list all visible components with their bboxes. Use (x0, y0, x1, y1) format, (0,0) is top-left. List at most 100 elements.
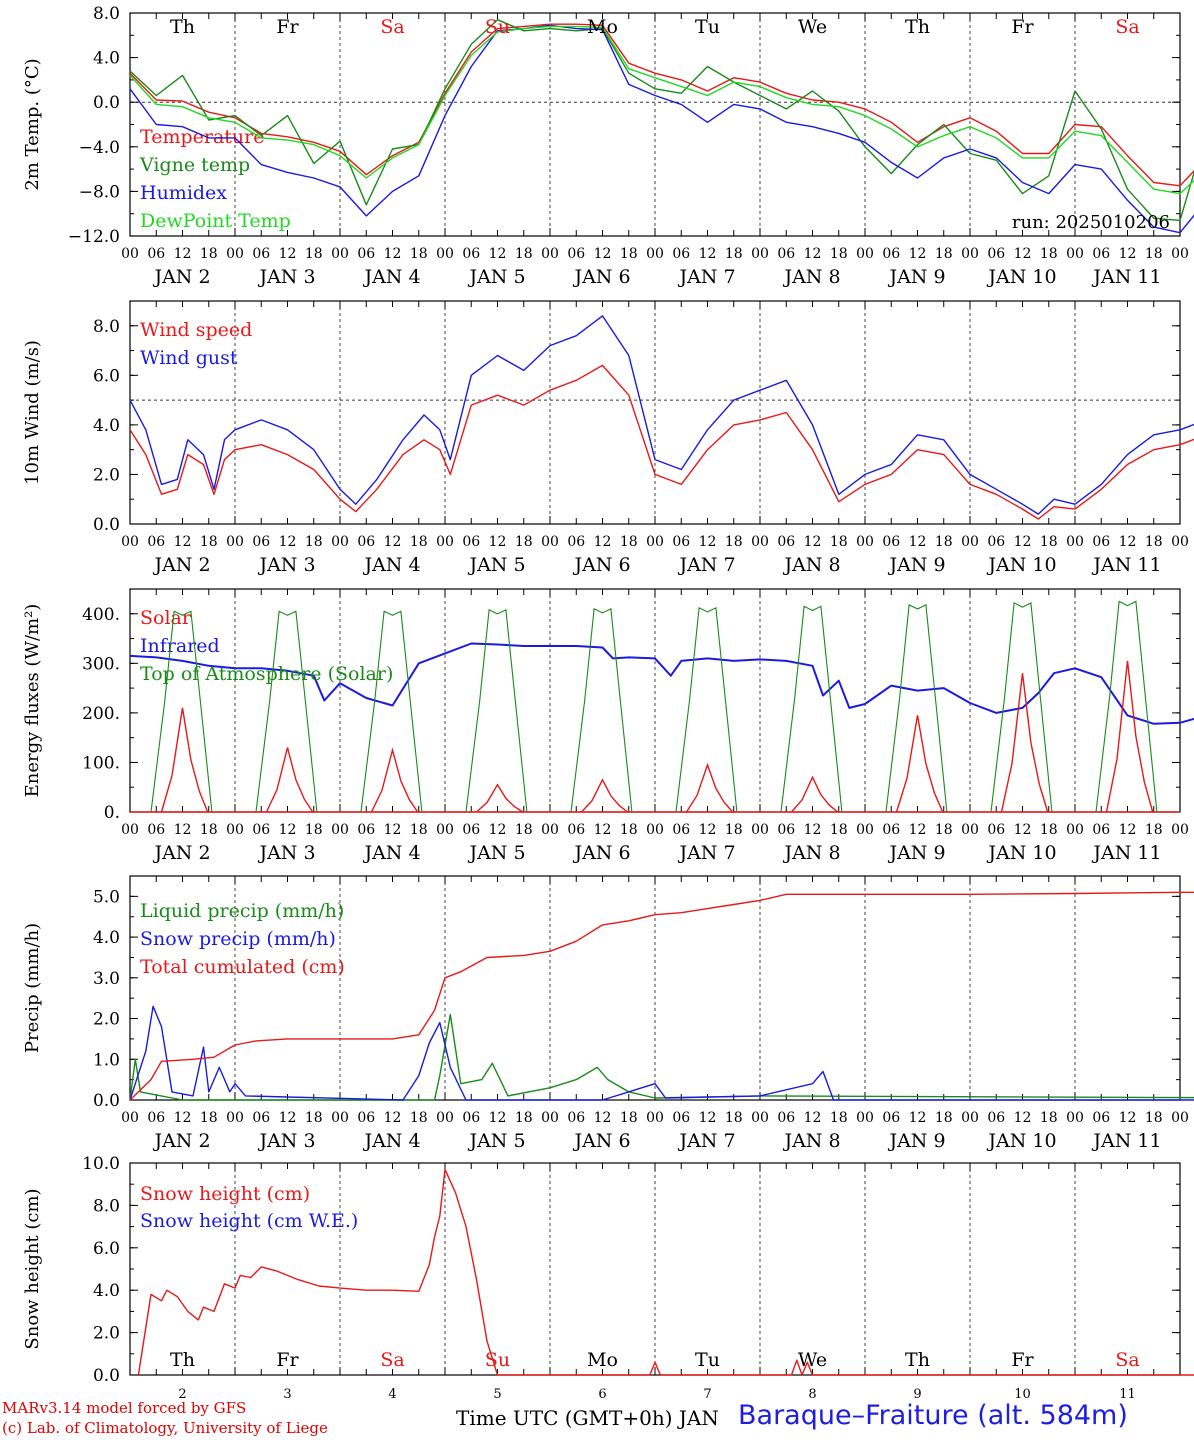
hour-tick-label: 06 (882, 1110, 900, 1126)
hour-tick-label: 06 (672, 534, 690, 550)
y-tick-label: 1.0 (93, 1050, 120, 1070)
hour-tick-label: 12 (699, 534, 717, 550)
date-label: JAN 3 (257, 842, 315, 864)
day-number-label: 3 (283, 1387, 291, 1402)
hour-tick-label: 00 (541, 1110, 559, 1126)
y-tick-label: 0.0 (93, 93, 120, 113)
legend-entry: Temperature (140, 126, 264, 148)
hour-tick-label: 12 (279, 1110, 297, 1126)
hour-tick-label: 06 (252, 1110, 270, 1126)
date-label: JAN 3 (257, 1130, 315, 1152)
legend-entry: Humidex (140, 182, 227, 204)
hour-tick-label: 06 (462, 534, 480, 550)
hour-tick-label: 12 (174, 246, 192, 262)
y-tick-label: 0.0 (93, 1366, 120, 1386)
hour-tick-label: 18 (935, 534, 953, 550)
weekday-label: Sa (1115, 1349, 1139, 1371)
hour-tick-label: 18 (1040, 822, 1058, 838)
weekday-label: Tu (695, 16, 720, 38)
hour-tick-label: 12 (909, 246, 927, 262)
legend-entry: Vigne temp (139, 154, 250, 176)
hour-tick-label: 06 (567, 1110, 585, 1126)
hour-tick-label: 00 (1066, 534, 1084, 550)
hour-tick-label: 12 (1014, 1110, 1032, 1126)
hour-tick-label: 18 (1145, 534, 1163, 550)
hour-tick-label: 06 (567, 246, 585, 262)
hour-tick-label: 18 (725, 246, 743, 262)
hour-tick-label: 18 (410, 822, 428, 838)
date-label: JAN 10 (986, 842, 1056, 864)
date-label: JAN 5 (467, 266, 525, 288)
hour-tick-label: 06 (567, 822, 585, 838)
series-line-wind-gust (129, 315, 1194, 515)
series-line-vigne-temp (129, 19, 1194, 222)
hour-tick-label: 00 (331, 246, 349, 262)
y-axis-label: Energy fluxes (W/m²) (22, 604, 43, 798)
hour-tick-label: 00 (646, 534, 664, 550)
hour-tick-label: 18 (1145, 1110, 1163, 1126)
hour-tick-label: 18 (200, 534, 218, 550)
y-tick-label: 100. (82, 753, 120, 773)
date-label: JAN 8 (782, 842, 840, 864)
hour-tick-label: 00 (121, 1110, 139, 1126)
hour-tick-label: 12 (804, 1110, 822, 1126)
hour-tick-label: 00 (1171, 1110, 1189, 1126)
hour-tick-label: 06 (987, 1110, 1005, 1126)
y-tick-label: 6.0 (93, 366, 120, 386)
y-tick-label: 6.0 (93, 1239, 120, 1259)
hour-tick-label: 12 (384, 246, 402, 262)
series-line-total-cumulated-cm- (129, 891, 1194, 1101)
weekday-label: Th (170, 16, 195, 38)
hour-tick-label: 12 (174, 534, 192, 550)
hour-tick-label: 12 (384, 534, 402, 550)
hour-tick-label: 00 (436, 1110, 454, 1126)
hour-tick-label: 00 (541, 246, 559, 262)
hour-tick-label: 18 (515, 822, 533, 838)
date-label: JAN 4 (362, 266, 420, 288)
date-label: JAN 11 (1091, 266, 1161, 288)
date-label: JAN 4 (362, 1130, 420, 1152)
date-label: JAN 9 (887, 554, 945, 576)
hour-tick-label: 00 (436, 534, 454, 550)
hour-tick-label: 00 (856, 246, 874, 262)
weekday-label: Su (485, 1349, 510, 1371)
hour-tick-label: 06 (1092, 246, 1110, 262)
hour-tick-label: 06 (777, 822, 795, 838)
y-tick-label: 4.0 (93, 928, 120, 948)
hour-tick-label: 18 (935, 822, 953, 838)
weekday-label: Mo (587, 16, 618, 38)
hour-tick-label: 12 (279, 246, 297, 262)
hour-tick-label: 00 (121, 822, 139, 838)
hour-tick-label: 06 (357, 822, 375, 838)
hour-tick-label: 06 (672, 1110, 690, 1126)
hour-tick-label: 06 (357, 246, 375, 262)
y-tick-label: 0.0 (93, 515, 120, 535)
hour-tick-label: 12 (279, 534, 297, 550)
hour-tick-label: 00 (1171, 822, 1189, 838)
date-label: JAN 9 (887, 266, 945, 288)
y-tick-label: 8.0 (93, 4, 120, 24)
legend-entry: Solar (140, 607, 192, 629)
weekday-label: We (798, 16, 827, 38)
series-line-infrared (129, 642, 1194, 725)
hour-tick-label: 12 (489, 1110, 507, 1126)
date-label: JAN 10 (986, 266, 1056, 288)
date-label: JAN 8 (782, 1130, 840, 1152)
y-tick-label: −12.0 (68, 227, 120, 247)
hour-tick-label: 12 (909, 822, 927, 838)
hour-tick-label: 18 (410, 1110, 428, 1126)
hour-tick-label: 00 (646, 822, 664, 838)
hour-tick-label: 06 (147, 246, 165, 262)
weekday-label: Fr (1011, 16, 1034, 38)
hour-tick-label: 18 (935, 246, 953, 262)
series-line-wind-speed (129, 364, 1194, 520)
hour-tick-label: 06 (882, 246, 900, 262)
hour-tick-label: 18 (830, 822, 848, 838)
date-label: JAN 7 (677, 554, 735, 576)
hour-tick-label: 00 (331, 1110, 349, 1126)
hour-tick-label: 00 (961, 1110, 979, 1126)
hour-tick-label: 00 (226, 246, 244, 262)
hour-tick-label: 06 (357, 534, 375, 550)
hour-tick-label: 12 (594, 1110, 612, 1126)
hour-tick-label: 00 (1066, 246, 1084, 262)
